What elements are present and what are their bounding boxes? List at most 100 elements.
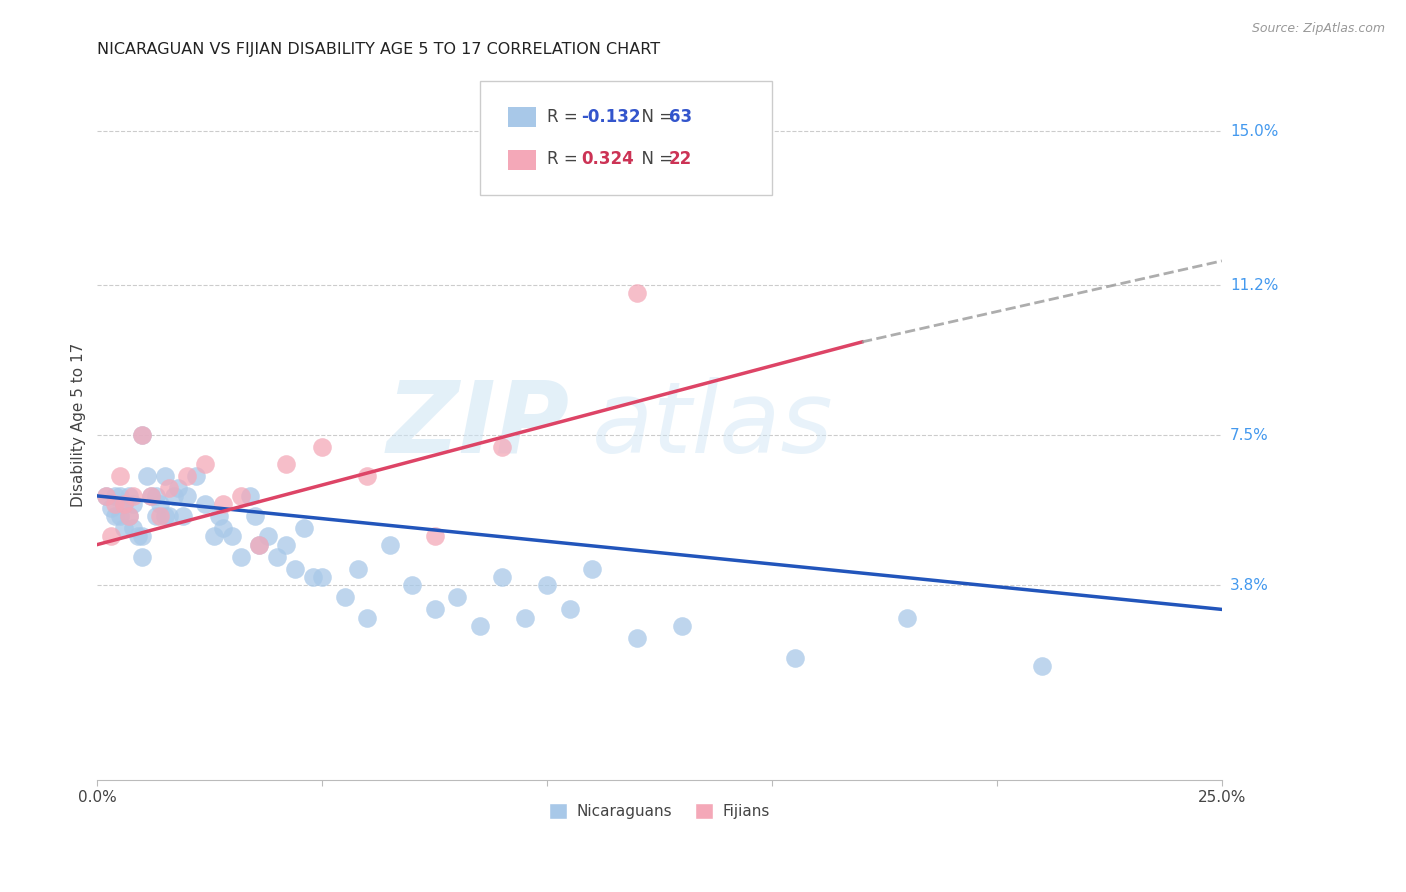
Point: [157, 509, 180, 524]
Point: [208, 509, 231, 524]
Point: [131, 529, 153, 543]
Point: [212, 497, 235, 511]
Text: -0.132: -0.132: [581, 108, 640, 126]
Point: [167, 481, 190, 495]
Point: [333, 591, 356, 605]
Point: [186, 468, 208, 483]
Point: [423, 529, 446, 543]
Point: [266, 549, 288, 564]
FancyBboxPatch shape: [479, 81, 772, 194]
Point: [356, 610, 378, 624]
Text: R =: R =: [547, 108, 583, 126]
Point: [292, 521, 315, 535]
Text: 0.324: 0.324: [581, 150, 634, 168]
Point: [536, 578, 558, 592]
Point: [108, 468, 131, 483]
Point: [149, 509, 172, 524]
Point: [104, 509, 127, 524]
Text: 63: 63: [669, 108, 692, 126]
Point: [100, 501, 122, 516]
Text: NICARAGUAN VS FIJIAN DISABILITY AGE 5 TO 17 CORRELATION CHART: NICARAGUAN VS FIJIAN DISABILITY AGE 5 TO…: [97, 42, 661, 57]
Point: [311, 570, 333, 584]
Point: [671, 618, 693, 632]
FancyBboxPatch shape: [508, 150, 536, 169]
Point: [626, 286, 648, 301]
Point: [104, 497, 127, 511]
Point: [581, 562, 603, 576]
Point: [131, 428, 153, 442]
Point: [112, 497, 135, 511]
Point: [626, 631, 648, 645]
Text: ZIP: ZIP: [387, 376, 569, 474]
Point: [257, 529, 280, 543]
Text: 3.8%: 3.8%: [1230, 578, 1270, 592]
Point: [446, 591, 468, 605]
Point: [96, 489, 118, 503]
Point: [491, 570, 513, 584]
Point: [176, 468, 198, 483]
Point: [347, 562, 370, 576]
Point: [401, 578, 423, 592]
Point: [131, 428, 153, 442]
Point: [172, 509, 194, 524]
Point: [122, 497, 145, 511]
Point: [145, 509, 167, 524]
Point: [112, 521, 135, 535]
Text: R =: R =: [547, 150, 583, 168]
Point: [491, 440, 513, 454]
Point: [896, 610, 918, 624]
Point: [423, 602, 446, 616]
Point: [163, 489, 186, 503]
Point: [157, 481, 180, 495]
Text: 22: 22: [669, 150, 692, 168]
Point: [468, 618, 491, 632]
Text: atlas: atlas: [592, 376, 834, 474]
Point: [141, 489, 163, 503]
Point: [96, 489, 118, 503]
Point: [135, 468, 157, 483]
Point: [194, 457, 217, 471]
Point: [118, 489, 141, 503]
Point: [194, 497, 217, 511]
Point: [239, 489, 262, 503]
Point: [243, 509, 266, 524]
Point: [176, 489, 198, 503]
Point: [108, 509, 131, 524]
Point: [149, 497, 172, 511]
Legend: Nicaraguans, Fijians: Nicaraguans, Fijians: [543, 797, 776, 825]
Point: [141, 489, 163, 503]
FancyBboxPatch shape: [508, 107, 536, 128]
Point: [513, 610, 536, 624]
Point: [558, 602, 581, 616]
Point: [104, 489, 127, 503]
Point: [311, 440, 333, 454]
Point: [212, 521, 235, 535]
Point: [145, 489, 167, 503]
Point: [276, 537, 298, 551]
Text: 15.0%: 15.0%: [1230, 124, 1278, 139]
Text: 7.5%: 7.5%: [1230, 427, 1268, 442]
Text: N =: N =: [631, 108, 679, 126]
Point: [247, 537, 270, 551]
Point: [153, 509, 176, 524]
Point: [221, 529, 243, 543]
Point: [356, 468, 378, 483]
Text: 11.2%: 11.2%: [1230, 277, 1278, 293]
Point: [202, 529, 225, 543]
Point: [118, 509, 141, 524]
Point: [231, 549, 253, 564]
Text: Source: ZipAtlas.com: Source: ZipAtlas.com: [1251, 22, 1385, 36]
Point: [100, 529, 122, 543]
Point: [276, 457, 298, 471]
Point: [378, 537, 401, 551]
Point: [108, 489, 131, 503]
Y-axis label: Disability Age 5 to 17: Disability Age 5 to 17: [72, 343, 86, 508]
Point: [112, 497, 135, 511]
Point: [783, 651, 806, 665]
Point: [153, 468, 176, 483]
Point: [118, 509, 141, 524]
Point: [122, 521, 145, 535]
Point: [231, 489, 253, 503]
Point: [247, 537, 270, 551]
Point: [131, 549, 153, 564]
